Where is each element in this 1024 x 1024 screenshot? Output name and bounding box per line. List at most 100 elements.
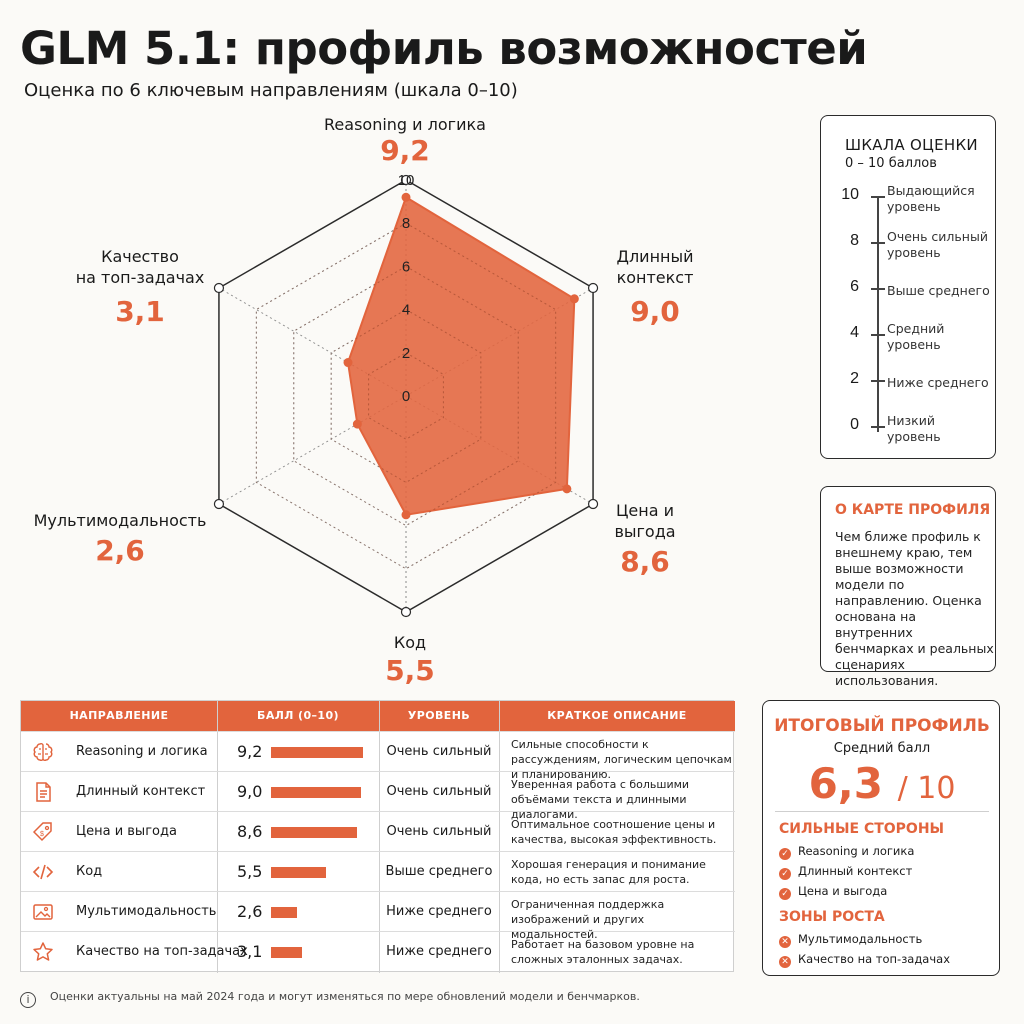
axis-end-dot bbox=[400, 174, 412, 186]
footnote: i Оценки актуальны на май 2024 года и мог… bbox=[20, 990, 640, 1008]
scale-level-value: 10 bbox=[841, 186, 859, 203]
axis-end-dot bbox=[587, 498, 599, 510]
strength-item: ✓ Длинный контекст bbox=[779, 864, 912, 880]
check-icon: ✓ bbox=[779, 868, 791, 880]
row-level: Очень сильный bbox=[386, 824, 492, 839]
scale-level-label: Выдающийся уровень bbox=[887, 183, 975, 214]
table-row: Длинный контекст 9,0 Очень сильный Уверенна… bbox=[21, 771, 735, 821]
row-description: Работает на базовом уровне на сложных эт… bbox=[511, 938, 695, 966]
row-description: Сильные способности к рассуждениям, логи… bbox=[511, 738, 732, 781]
check-icon: ✓ bbox=[779, 848, 791, 860]
table-header: НАПРАВЛЕНИЕ БАЛЛ (0–10) УРОВЕНЬ КРАТКОЕ … bbox=[21, 701, 735, 731]
axis-end-dot bbox=[400, 606, 412, 618]
row-score-bar bbox=[271, 827, 357, 838]
table-row: Reasoning и логика 9,2 Очень сильный Сильны… bbox=[21, 731, 735, 781]
scale-tick bbox=[871, 426, 885, 428]
row-score: 5,5 bbox=[237, 862, 263, 881]
axis-end-dot bbox=[213, 282, 225, 294]
scale-level-label: Ниже среднего bbox=[887, 375, 989, 390]
axis-label: Качество на топ-задачах bbox=[75, 247, 205, 287]
scale-level-value: 0 bbox=[850, 416, 859, 433]
row-level: Очень сильный bbox=[386, 784, 492, 799]
row-description: Хорошая генерация и понимание кода, но е… bbox=[511, 858, 706, 886]
scale-level: 0 Низкий уровень bbox=[821, 413, 997, 449]
table-row: $ Цена и выгода 8,6 Очень сильный Оптимально… bbox=[21, 811, 735, 851]
table-row: Мультимодальность 2,6 Ниже среднего Огранич… bbox=[21, 891, 735, 941]
scale-level: 6 Выше среднего bbox=[821, 278, 997, 311]
about-text: Чем ближе профиль к внешнему краю, тем в… bbox=[835, 529, 994, 688]
scale-level-value: 4 bbox=[850, 324, 859, 341]
row-score-bar bbox=[271, 907, 297, 918]
check-icon: ✓ bbox=[779, 888, 791, 900]
axis-end-dot bbox=[213, 498, 225, 510]
axis-label: Код bbox=[393, 633, 427, 652]
scale-level-label: Очень сильный уровень bbox=[887, 229, 988, 260]
about-panel: О КАРТЕ ПРОФИЛЯ Чем ближе профиль к внеш… bbox=[820, 486, 996, 688]
price-tag-icon: $ bbox=[31, 820, 55, 844]
cross-icon: ✕ bbox=[779, 936, 791, 948]
axis-value-label: 3,1 bbox=[115, 295, 165, 328]
tick-label: 8 bbox=[402, 215, 410, 232]
axis-value-label: 2,6 bbox=[95, 534, 145, 567]
row-score: 2,6 bbox=[237, 902, 263, 921]
strength-item-label: Цена и выгода bbox=[798, 884, 888, 898]
info-icon: i bbox=[20, 992, 36, 1008]
scale-level: 4 Средний уровень bbox=[821, 321, 997, 357]
scale-level: 10 Выдающийся уровень bbox=[821, 183, 997, 219]
row-score-bar bbox=[271, 747, 363, 758]
tick-label: 10 bbox=[398, 172, 415, 189]
data-point bbox=[562, 484, 572, 494]
growth-item: ✕ Мультимодальность bbox=[779, 932, 922, 948]
row-score: 9,2 bbox=[237, 742, 263, 761]
scale-level-label: Низкий уровень bbox=[887, 413, 941, 444]
row-score: 3,1 bbox=[237, 942, 263, 961]
summary-subtitle: Средний балл bbox=[833, 741, 931, 756]
axis-value-label: 8,6 bbox=[620, 545, 670, 578]
row-direction: Цена и выгода bbox=[76, 824, 177, 839]
summary-divider bbox=[775, 811, 989, 812]
row-level: Ниже среднего bbox=[386, 904, 492, 919]
strengths-title: СИЛЬНЫЕ СТОРОНЫ bbox=[779, 821, 945, 837]
growth-item-label: Качество на топ-задачах bbox=[798, 952, 951, 966]
strength-item-label: Длинный контекст bbox=[798, 864, 913, 878]
data-area bbox=[346, 195, 576, 516]
scale-tick bbox=[871, 196, 885, 198]
data-point bbox=[343, 358, 353, 368]
tick-label: 0 bbox=[402, 388, 410, 405]
growth-item: ✕ Качество на топ-задачах bbox=[779, 952, 950, 968]
axis-value-label: 5,5 bbox=[385, 654, 435, 687]
row-direction: Длинный контекст bbox=[76, 784, 206, 799]
scale-level-value: 8 bbox=[850, 232, 859, 249]
table-divider bbox=[217, 701, 218, 973]
star-icon bbox=[31, 940, 55, 964]
radar-chart: 0 2 4 6 8 10 bbox=[213, 172, 599, 618]
image-icon bbox=[31, 900, 55, 924]
axis-label: Reasoning и логика bbox=[324, 115, 486, 134]
growth-title: ЗОНЫ РОСТА bbox=[779, 909, 885, 925]
tick-label: 6 bbox=[402, 258, 410, 275]
scale-tick bbox=[871, 334, 885, 336]
scores-table: НАПРАВЛЕНИЕ БАЛЛ (0–10) УРОВЕНЬ КРАТКОЕ … bbox=[20, 700, 735, 973]
axis-end-dot bbox=[587, 282, 599, 294]
data-point bbox=[401, 192, 411, 202]
grid-ring-overlay bbox=[368, 352, 444, 440]
row-score: 9,0 bbox=[237, 782, 263, 801]
axis-label: Цена и выгода bbox=[614, 501, 676, 541]
strength-item: ✓ Reasoning и логика bbox=[779, 844, 914, 860]
header-score: БАЛЛ (0–10) bbox=[257, 709, 339, 722]
growth-item-label: Мультимодальность bbox=[798, 932, 923, 946]
page-subtitle: Оценка по 6 ключевым направлениям (шкала… bbox=[24, 80, 518, 101]
scale-tick bbox=[871, 242, 885, 244]
scale-panel: ШКАЛА ОЦЕНКИ 0 – 10 баллов 10 Выдающийся у… bbox=[820, 115, 996, 459]
table-row: Код 5,5 Выше среднего Хорошая генерация и п… bbox=[21, 851, 735, 891]
scale-title: ШКАЛА ОЦЕНКИ bbox=[845, 136, 978, 154]
summary-panel: ИТОГОВЫЙ ПРОФИЛЬ Средний балл 6,3 / 10 С… bbox=[762, 700, 1000, 976]
summary-score-value: 6,3 bbox=[808, 759, 883, 808]
about-title: О КАРТЕ ПРОФИЛЯ bbox=[835, 502, 991, 518]
brain-icon bbox=[31, 740, 55, 764]
row-score-bar bbox=[271, 867, 326, 878]
row-description: Оптимальное соотношение цены и качества,… bbox=[511, 818, 717, 846]
summary-title: ИТОГОВЫЙ ПРОФИЛЬ bbox=[774, 716, 990, 736]
data-point bbox=[569, 294, 579, 304]
scale-level: 8 Очень сильный уровень bbox=[821, 229, 997, 265]
